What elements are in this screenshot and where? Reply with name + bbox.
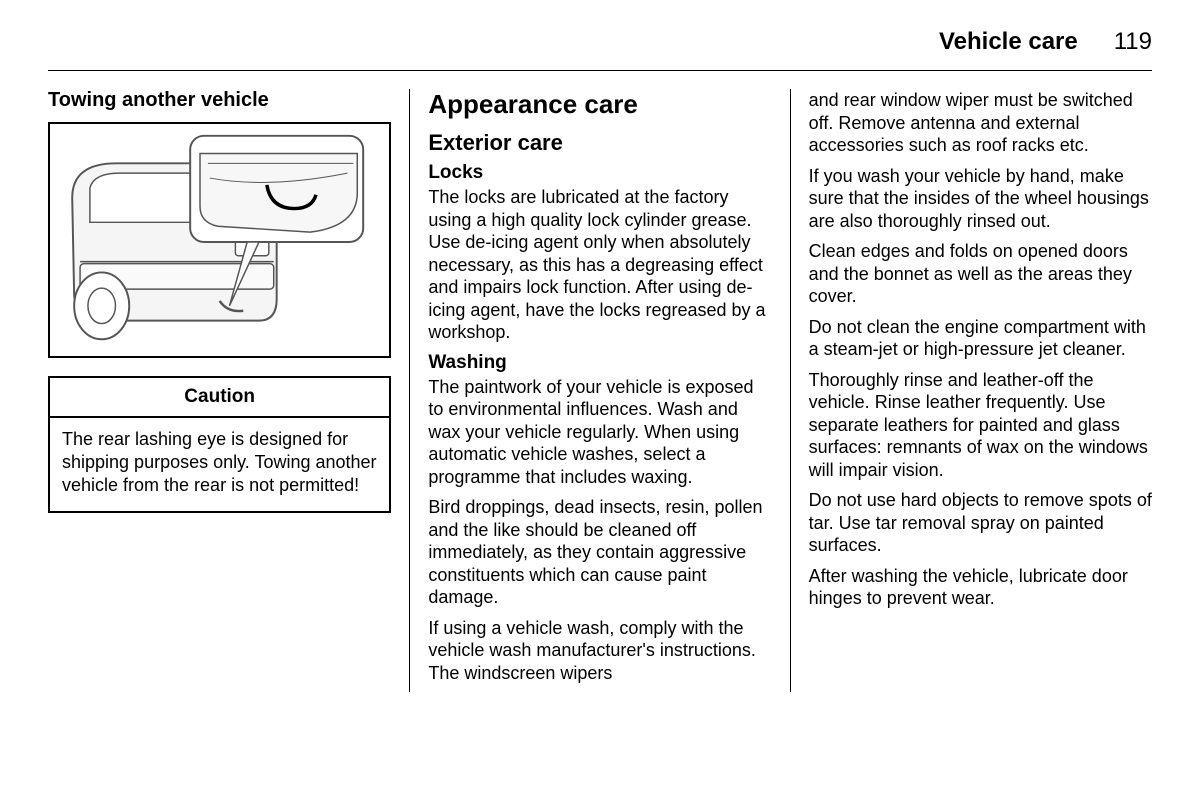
content-columns: Towing another vehicle (48, 89, 1152, 692)
locks-paragraph: The locks are lubricated at the factory … (428, 186, 771, 344)
col3-paragraph-3: Clean edges and folds on opened doors an… (809, 240, 1152, 308)
header-page-number: 119 (1114, 28, 1152, 56)
towing-illustration (48, 122, 391, 358)
column-3: and rear window wiper must be switched o… (791, 89, 1152, 692)
washing-paragraph-3: If using a vehicle wash, comply with the… (428, 617, 771, 685)
vehicle-rear-svg (50, 124, 389, 356)
header-section-title: Vehicle care (939, 28, 1078, 56)
col3-paragraph-4: Do not clean the engine compartment with… (809, 316, 1152, 361)
col3-paragraph-5: Thoroughly rinse and leather-off the veh… (809, 369, 1152, 482)
towing-heading: Towing another vehicle (48, 89, 391, 112)
locks-heading: Locks (428, 162, 771, 184)
col3-paragraph-6: Do not use hard objects to remove spots … (809, 489, 1152, 557)
caution-body: The rear lashing eye is designed for shi… (50, 418, 389, 511)
col3-paragraph-1: and rear window wiper must be switched o… (809, 89, 1152, 157)
washing-paragraph-1: The paintwork of your vehicle is exposed… (428, 376, 771, 489)
column-2: Appearance care Exterior care Locks The … (410, 89, 790, 692)
washing-heading: Washing (428, 352, 771, 374)
exterior-care-heading: Exterior care (428, 130, 771, 156)
col3-paragraph-7: After washing the vehicle, lubricate doo… (809, 565, 1152, 610)
column-1: Towing another vehicle (48, 89, 410, 692)
page-header: Vehicle care 119 (48, 28, 1152, 71)
caution-title: Caution (50, 378, 389, 418)
appearance-care-heading: Appearance care (428, 89, 771, 120)
caution-box: Caution The rear lashing eye is designed… (48, 376, 391, 513)
col3-paragraph-2: If you wash your vehicle by hand, make s… (809, 165, 1152, 233)
washing-paragraph-2: Bird droppings, dead insects, resin, pol… (428, 496, 771, 609)
